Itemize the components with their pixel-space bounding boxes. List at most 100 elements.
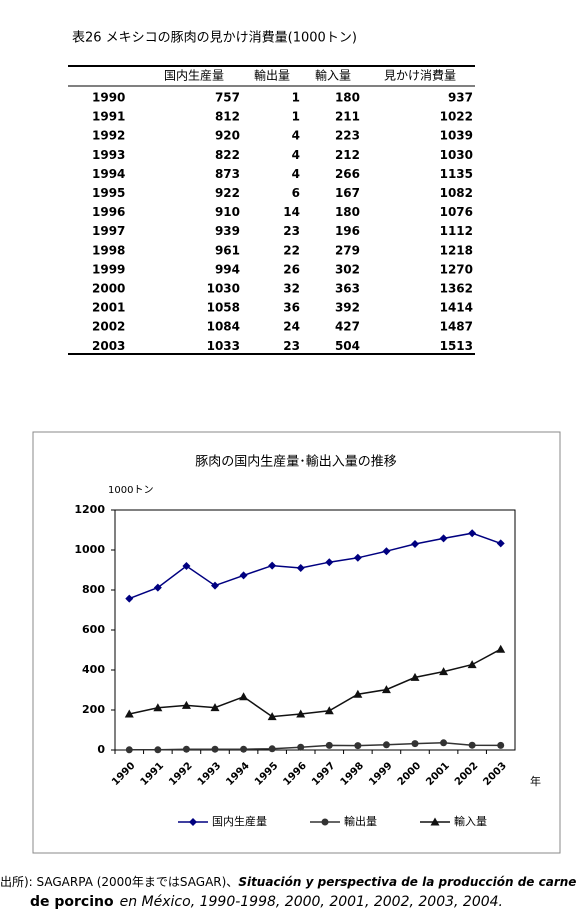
marker	[324, 706, 334, 715]
series-line	[129, 742, 501, 751]
cell: 1414	[440, 301, 473, 315]
marker	[239, 571, 248, 580]
source-text: 出所): SAGARPA (2000年まではSAGAR)、Situación y…	[0, 875, 576, 889]
cell: 1513	[440, 339, 473, 353]
row-header: 2001	[92, 301, 125, 315]
source-bold: de porcino	[30, 894, 114, 910]
cell: 961	[215, 243, 240, 257]
row-header: 1990	[92, 91, 125, 105]
x-axis-label: 年	[530, 774, 541, 788]
cell: 32	[283, 282, 300, 296]
column-header: 輸出量	[254, 68, 290, 83]
row-header: 1996	[92, 205, 125, 219]
marker	[268, 745, 276, 753]
marker	[439, 534, 448, 543]
cell: 1487	[440, 320, 473, 334]
marker	[153, 583, 162, 592]
source: 出所): SAGARPA (2000年まではSAGAR)、Situación y…	[0, 875, 576, 911]
cell: 994	[215, 262, 240, 276]
marker	[211, 581, 219, 590]
marker	[182, 745, 190, 753]
cell: 1112	[440, 224, 473, 238]
marker	[268, 561, 277, 570]
cell: 6	[292, 186, 300, 200]
cell: 922	[215, 186, 240, 200]
row-header: 1992	[92, 129, 125, 143]
marker	[410, 672, 420, 681]
row-header: 2003	[92, 339, 125, 353]
cell: 196	[335, 224, 360, 238]
column-header: 輸入量	[315, 68, 351, 83]
cell: 212	[335, 148, 360, 162]
row-header: 2002	[92, 320, 125, 334]
row-header: 1995	[92, 186, 125, 200]
cell: 363	[335, 282, 360, 296]
cell: 1270	[440, 262, 473, 276]
cell: 1030	[440, 148, 473, 162]
cell: 22	[283, 243, 300, 257]
marker	[125, 594, 134, 603]
cell: 211	[335, 110, 360, 124]
legend-label: 国内生産量	[212, 814, 267, 828]
y-tick-label: 1000	[74, 543, 105, 556]
marker	[267, 712, 277, 721]
marker	[211, 745, 219, 753]
cell: 4	[292, 129, 300, 143]
cell: 1135	[440, 167, 473, 181]
row-header: 1998	[92, 243, 125, 257]
marker	[125, 746, 133, 754]
row-header: 1999	[92, 262, 125, 276]
cell: 939	[215, 224, 240, 238]
source-italic: Situación y perspectiva de la producción…	[238, 875, 576, 889]
marker	[496, 539, 505, 548]
cell: 26	[283, 262, 300, 276]
marker	[354, 742, 362, 750]
marker	[411, 540, 419, 548]
marker	[382, 547, 391, 556]
legend-label: 輸出量	[344, 814, 377, 828]
cell: 1218	[440, 243, 473, 257]
row-header: 1993	[92, 148, 125, 162]
marker	[353, 689, 363, 698]
y-tick-label: 0	[97, 743, 105, 756]
chart-title: 豚肉の国内生産量･輸出入量の推移	[195, 454, 397, 470]
y-tick-label: 600	[82, 623, 105, 636]
legend-label: 輸入量	[454, 814, 487, 828]
marker	[181, 700, 191, 709]
cell: 24	[283, 320, 300, 334]
cell: 1362	[440, 282, 473, 296]
table-title: 表26 メキシコの豚肉の見かけ消費量(1000トン)	[72, 31, 357, 46]
marker	[296, 564, 305, 572]
cell: 180	[335, 91, 360, 105]
marker	[325, 558, 334, 567]
marker	[239, 692, 249, 701]
marker	[297, 743, 305, 751]
marker	[325, 741, 333, 749]
cell: 757	[215, 91, 240, 105]
marker	[468, 529, 477, 538]
cell: 427	[335, 320, 360, 334]
marker	[467, 660, 477, 669]
marker	[182, 562, 191, 570]
cell: 223	[335, 129, 360, 143]
cell: 1	[292, 110, 300, 124]
source-text: de porcino en México, 1990-1998, 2000, 20…	[30, 894, 503, 910]
row-header: 1997	[92, 224, 125, 238]
cell: 14	[283, 205, 300, 219]
marker	[154, 746, 162, 754]
y-axis-label: 1000トン	[108, 485, 153, 496]
cell: 1033	[207, 339, 240, 353]
marker	[210, 703, 220, 712]
marker	[382, 741, 390, 749]
marker	[353, 553, 362, 562]
cell: 180	[335, 205, 360, 219]
row-header: 2000	[92, 282, 125, 296]
source-plain: 出所): SAGARPA (2000年まではSAGAR)、	[0, 875, 238, 889]
source-italic: en México, 1990-1998, 2000, 2001, 2002, …	[120, 894, 503, 910]
cell: 1058	[207, 301, 240, 315]
row-header: 1991	[92, 110, 125, 124]
series-line	[129, 532, 501, 600]
row-header: 1994	[92, 167, 125, 181]
